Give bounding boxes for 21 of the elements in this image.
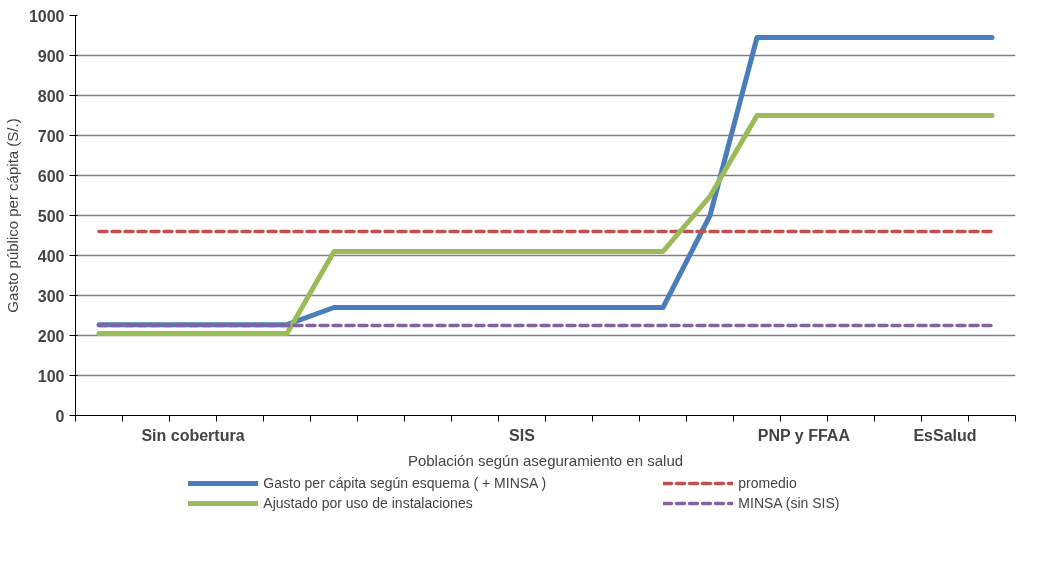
- y-tick-label: 500: [37, 207, 65, 225]
- y-tick-label: 200: [37, 327, 65, 345]
- y-tick-label: 700: [37, 127, 65, 145]
- x-axis-title: Población según aseguramiento en salud: [407, 451, 684, 469]
- y-axis-title: Gasto público per cápita (S/.): [3, 118, 21, 313]
- y-tick-label: 800: [37, 87, 65, 105]
- x-tick-label: PNP y FFAA: [757, 426, 851, 444]
- legend-label: promedio: [738, 475, 797, 491]
- x-tick-label: EsSalud: [913, 426, 977, 444]
- y-tick-label: 0: [55, 407, 65, 425]
- y-tick-label: 600: [37, 167, 65, 185]
- y-tick-label: 900: [37, 47, 65, 65]
- legend-label: MINSA (sin SIS): [738, 495, 840, 511]
- y-tick-label: 1000: [28, 7, 65, 25]
- y-tick-label: 400: [37, 247, 65, 265]
- x-tick-label: SIS: [509, 426, 536, 444]
- legend-label: Gasto per cápita según esquema ( + MINSA ): [263, 475, 547, 491]
- legend-label: Ajustado por uso de instalaciones: [263, 495, 473, 511]
- x-tick-label: Sin cobertura: [141, 426, 245, 444]
- y-tick-label: 300: [37, 287, 65, 305]
- y-tick-label: 100: [37, 367, 65, 385]
